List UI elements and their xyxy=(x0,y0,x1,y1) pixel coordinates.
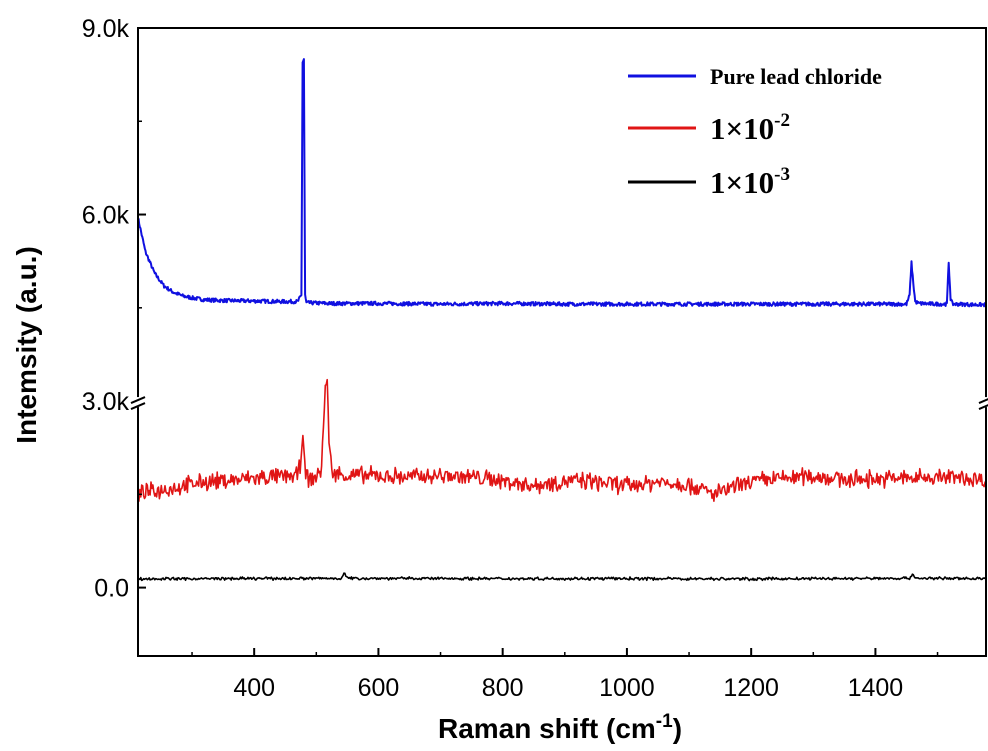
axis-break-marks xyxy=(130,396,988,410)
axis-break-slash xyxy=(978,398,988,404)
legend: Pure lead chloride 1×10-2 1×10-3 xyxy=(628,64,882,200)
x-tick-label: 1200 xyxy=(723,674,779,702)
x-tick-label: 600 xyxy=(358,674,400,702)
y-axis-title: Intemsity (a.u.) xyxy=(11,246,42,444)
series-layer xyxy=(137,58,987,582)
series-line-3 xyxy=(137,572,987,582)
x-tick-label: 800 xyxy=(482,674,524,702)
axis-break-slash xyxy=(978,404,988,410)
axis-break-slash xyxy=(130,396,146,404)
legend-label: 1×10-3 xyxy=(710,164,790,200)
series-line-2 xyxy=(137,378,987,503)
y-tick-label: 9.0k xyxy=(82,15,130,43)
series-line-1 xyxy=(137,58,987,308)
y-tick-label: 6.0k xyxy=(82,202,130,230)
y-tick-label: 0.0 xyxy=(94,575,129,603)
axis-break-slash xyxy=(130,402,146,410)
plot-frame xyxy=(137,27,987,657)
y-tick-label: 3.0k xyxy=(82,388,130,416)
x-tick-label: 1000 xyxy=(599,674,655,702)
x-tick-label: 400 xyxy=(233,674,275,702)
x-tick-label: 1400 xyxy=(848,674,904,702)
x-axis-title: Raman shift (cm-1) xyxy=(438,711,682,744)
legend-label: Pure lead chloride xyxy=(710,64,882,89)
axis-break-gap xyxy=(130,397,146,408)
ticks-layer: 400 600 800 1000 1200 1400 0.0 3.0k 6.0k 9.0k xyxy=(82,15,939,702)
legend-label: 1×10-2 xyxy=(710,110,790,146)
